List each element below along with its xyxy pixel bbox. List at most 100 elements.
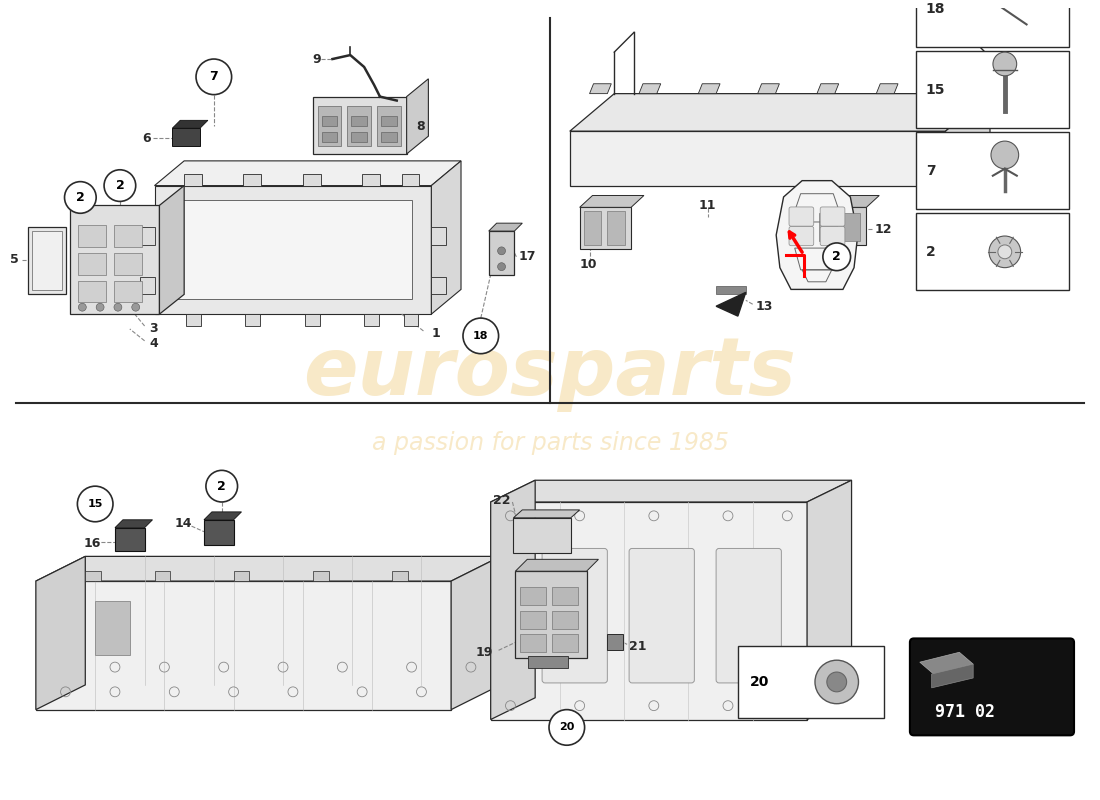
- Bar: [32, 231, 62, 290]
- Bar: [243, 174, 262, 186]
- Circle shape: [114, 303, 122, 311]
- Bar: [607, 211, 625, 245]
- Bar: [204, 520, 233, 546]
- Text: a passion for parts since 1985: a passion for parts since 1985: [372, 430, 728, 454]
- Polygon shape: [407, 79, 428, 154]
- Polygon shape: [514, 510, 580, 518]
- Circle shape: [993, 52, 1016, 76]
- Bar: [431, 277, 447, 294]
- Circle shape: [65, 182, 96, 214]
- Circle shape: [96, 303, 104, 311]
- Polygon shape: [817, 84, 838, 94]
- Bar: [738, 646, 884, 718]
- Text: 20: 20: [750, 675, 769, 689]
- Bar: [318, 106, 341, 146]
- Circle shape: [132, 303, 140, 311]
- Bar: [245, 314, 261, 326]
- Polygon shape: [932, 664, 974, 688]
- Text: 18: 18: [473, 331, 488, 341]
- Bar: [381, 132, 397, 142]
- Circle shape: [78, 303, 86, 311]
- Bar: [377, 106, 400, 146]
- Circle shape: [77, 486, 113, 522]
- Bar: [818, 214, 837, 241]
- Bar: [186, 314, 201, 326]
- Polygon shape: [926, 84, 947, 94]
- Text: 4: 4: [150, 338, 158, 350]
- Text: 13: 13: [756, 300, 773, 313]
- Bar: [78, 253, 106, 274]
- Text: 2: 2: [218, 480, 227, 493]
- Polygon shape: [488, 223, 522, 231]
- Bar: [351, 132, 367, 142]
- Text: 7: 7: [209, 70, 218, 83]
- Text: 21: 21: [629, 640, 647, 653]
- Text: 5: 5: [10, 254, 19, 266]
- Text: 2: 2: [926, 245, 935, 259]
- Bar: [916, 214, 1069, 290]
- Polygon shape: [491, 480, 851, 502]
- Polygon shape: [154, 186, 431, 314]
- Text: 2: 2: [833, 250, 842, 263]
- FancyBboxPatch shape: [174, 201, 411, 299]
- Bar: [916, 51, 1069, 128]
- Bar: [321, 132, 338, 142]
- Bar: [78, 225, 106, 247]
- Circle shape: [827, 672, 847, 692]
- Bar: [520, 610, 546, 629]
- Bar: [520, 587, 546, 605]
- Bar: [302, 174, 320, 186]
- Bar: [843, 214, 860, 241]
- Polygon shape: [491, 502, 807, 719]
- Bar: [552, 587, 578, 605]
- Text: 15: 15: [88, 499, 103, 509]
- Bar: [78, 281, 106, 302]
- Text: 20: 20: [559, 722, 574, 733]
- Text: 9: 9: [312, 53, 321, 66]
- Text: 16: 16: [84, 537, 101, 550]
- Polygon shape: [431, 161, 461, 314]
- Bar: [716, 286, 746, 294]
- Polygon shape: [716, 292, 746, 316]
- FancyBboxPatch shape: [821, 226, 845, 246]
- Bar: [154, 571, 170, 581]
- FancyBboxPatch shape: [542, 549, 607, 683]
- Circle shape: [815, 660, 858, 704]
- Polygon shape: [815, 195, 879, 207]
- Polygon shape: [516, 559, 598, 571]
- Bar: [392, 571, 408, 581]
- Text: 15: 15: [926, 82, 945, 97]
- Bar: [140, 277, 154, 294]
- Bar: [184, 174, 202, 186]
- Bar: [351, 116, 367, 126]
- Polygon shape: [570, 131, 946, 186]
- Polygon shape: [173, 120, 208, 128]
- Polygon shape: [639, 84, 661, 94]
- Text: 6: 6: [143, 132, 152, 145]
- Polygon shape: [698, 84, 720, 94]
- Polygon shape: [777, 181, 858, 290]
- Bar: [431, 227, 447, 245]
- Text: 17: 17: [518, 250, 536, 263]
- Text: 7: 7: [926, 164, 935, 178]
- Text: 971 02: 971 02: [935, 702, 996, 721]
- FancyBboxPatch shape: [629, 549, 694, 683]
- Text: 11: 11: [698, 199, 716, 212]
- Bar: [116, 528, 144, 551]
- Polygon shape: [36, 556, 86, 710]
- Text: eurosparts: eurosparts: [304, 334, 796, 413]
- Bar: [552, 610, 578, 629]
- FancyBboxPatch shape: [910, 638, 1074, 735]
- Bar: [348, 106, 371, 146]
- FancyBboxPatch shape: [789, 226, 814, 246]
- Polygon shape: [36, 556, 501, 581]
- Polygon shape: [36, 581, 451, 710]
- Polygon shape: [451, 556, 501, 710]
- FancyBboxPatch shape: [716, 549, 781, 683]
- Circle shape: [196, 59, 232, 94]
- Text: 10: 10: [580, 258, 597, 271]
- Bar: [233, 571, 250, 581]
- Bar: [516, 571, 586, 658]
- Text: 19: 19: [475, 646, 493, 658]
- Polygon shape: [491, 480, 536, 719]
